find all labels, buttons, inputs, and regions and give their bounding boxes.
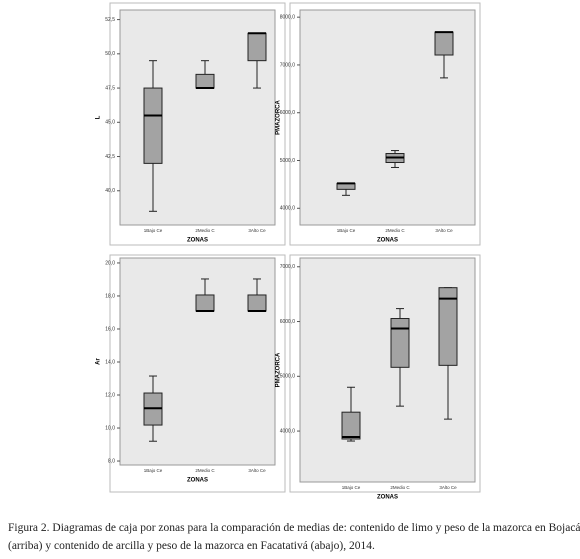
x-tick-label: 2Medio C [385,228,405,233]
y-tick-label: 14,0 [105,359,115,365]
x-axis-label: ZONAS [187,238,208,244]
x-tick-label: 3Alto Ce [248,468,266,473]
x-tick-label: 3Alto Ce [435,228,453,233]
y-tick-label: 6000,0 [280,319,296,325]
x-tick-label: 2Medio C [195,468,215,473]
box [434,31,454,56]
y-tick-label: 4000,0 [280,206,296,212]
y-tick-label: 8,0 [108,458,115,464]
y-tick-label: 10,0 [105,425,115,431]
box [390,318,410,368]
y-tick-label: 18,0 [105,293,115,299]
x-tick-label: 2Medio C [390,485,410,490]
y-tick-label: 52,5 [105,17,115,23]
y-tick-label: 7000,0 [280,264,296,270]
y-tick-label: 12,0 [105,392,115,398]
y-tick-label: 5000,0 [280,374,296,380]
y-tick-label: 40,0 [105,188,115,194]
charts: 40,0 42,5 45,0 47,5 50,0 52,5 L ZONAS 1Bajo Ce 2M… [96,2,481,501]
box [341,411,361,440]
plot-area [119,257,276,466]
y-tick-label: 47,5 [105,85,115,91]
y-tick-label: 50,0 [105,51,115,57]
y-tick-label: 42,5 [105,154,115,160]
box [247,294,267,312]
x-tick-label: 1Bajo Ce [144,228,163,233]
y-tick-label: 16,0 [105,326,115,332]
x-tick-label: 2Medio C [195,228,215,233]
y-tick-label: 6000,0 [280,110,296,116]
box [247,32,267,62]
y-tick-label: 7000,0 [280,62,296,68]
y-tick-label: 20,0 [105,260,115,266]
x-tick-label: 1Bajo Ce [144,468,163,473]
x-axis-label: ZONAS [377,495,398,501]
x-tick-label: 3Alto Ce [248,228,266,233]
x-axis-label: ZONAS [187,478,208,484]
y-tick-label: 45,0 [105,120,115,126]
box [195,294,215,312]
y-axis-label: PMAZORCA [276,352,282,387]
box [195,73,215,89]
caption-line: (arriba) y contenido de arcilla y peso d… [8,540,375,552]
y-tick-label: 4000,0 [280,428,296,434]
y-axis-label: PMAZORCA [276,100,282,135]
y-axis-label: Ar [96,358,102,365]
x-tick-label: 3Alto Ce [439,485,457,490]
y-tick-label: 8000,0 [280,14,296,20]
x-tick-label: 1Bajo Ce [337,228,356,233]
x-axis-label: ZONAS [377,238,398,244]
caption-line: Figura 2. Diagramas de caja por zonas pa… [8,522,580,534]
y-axis-label: L [96,115,102,119]
y-tick-label: 5000,0 [280,158,296,164]
x-tick-label: 1Bajo Ce [342,485,361,490]
box [143,87,163,164]
box [438,287,458,366]
